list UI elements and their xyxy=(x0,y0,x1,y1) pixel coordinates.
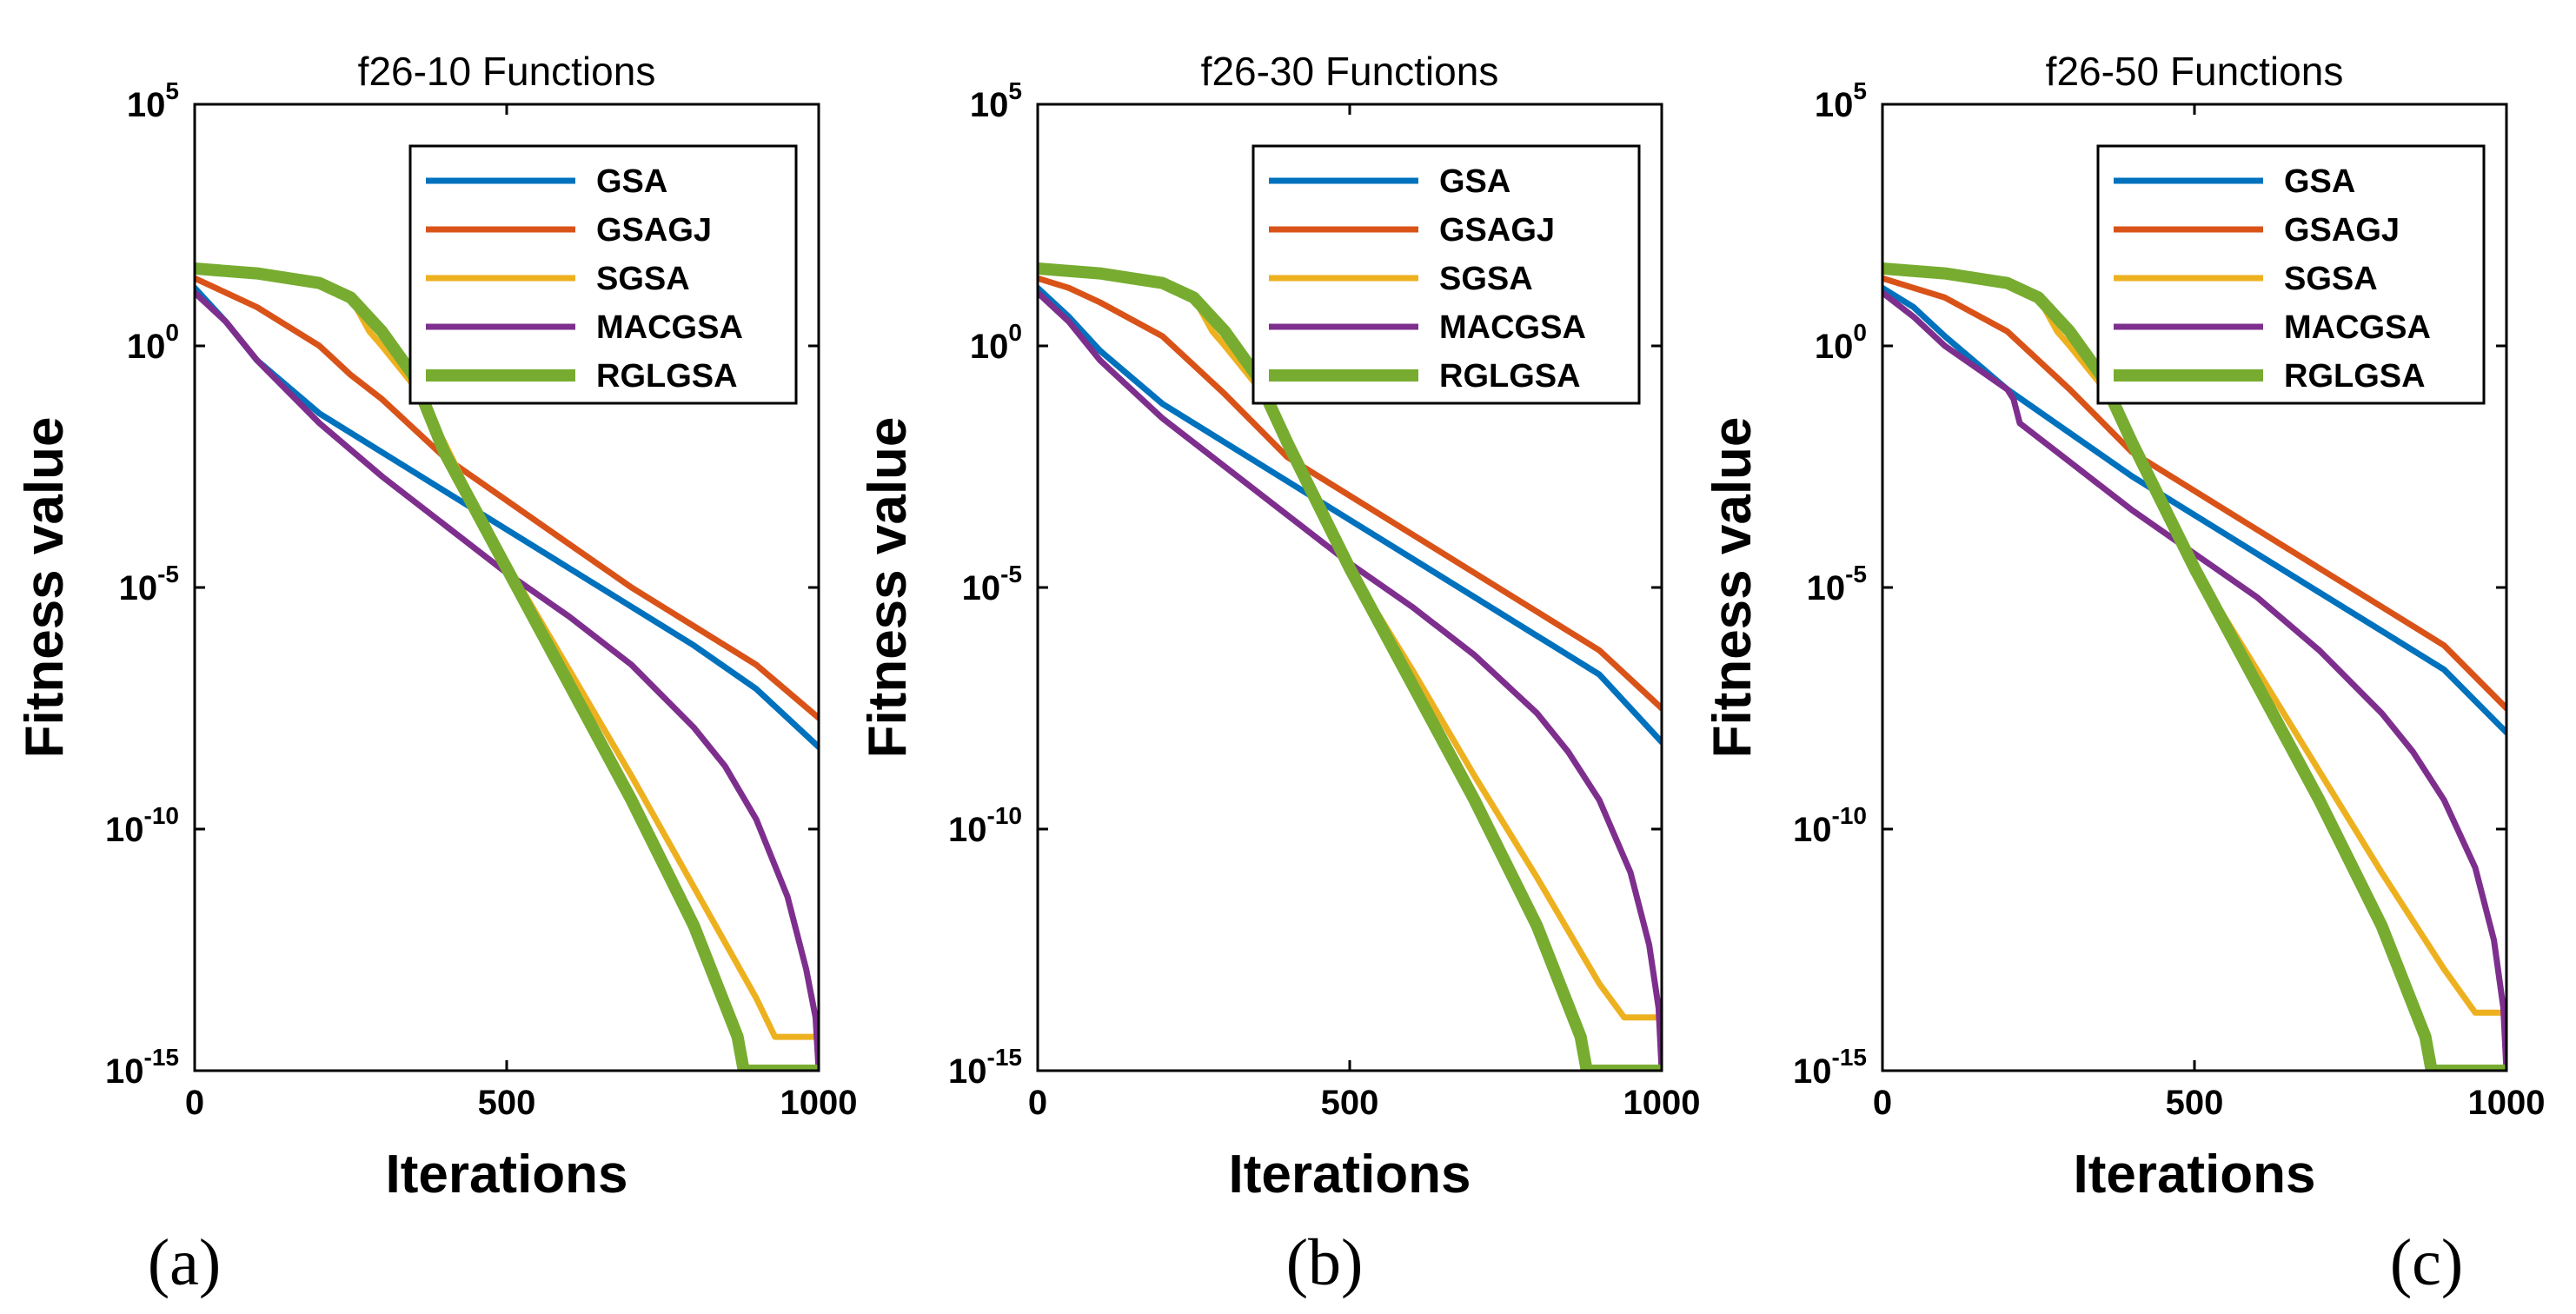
legend-label: GSA xyxy=(596,163,667,200)
legend-label: GSAGJ xyxy=(596,212,712,249)
legend-label: GSA xyxy=(1439,163,1510,200)
legend-box xyxy=(2096,144,2486,405)
series-line-macgsa xyxy=(1038,289,1662,1071)
y-tick-label: 10-10 xyxy=(948,802,1022,849)
x-axis-label: Iterations xyxy=(1228,1145,1471,1204)
x-tick-label: 1000 xyxy=(780,1084,858,1122)
series-line-gsagj xyxy=(1038,275,1662,712)
chart-panel-2: f26-30 Functions 0 500 1000 105 100 10-5 10-10 1… xyxy=(858,49,1700,1299)
chart-title: f26-50 Functions xyxy=(2046,49,2344,94)
legend-label: GSAGJ xyxy=(1439,212,1555,249)
y-tick-label: 10-15 xyxy=(105,1044,179,1091)
x-tick-label: 500 xyxy=(1321,1084,1379,1122)
series-line-rglgsa xyxy=(1882,262,2506,1071)
subfigure-label: (a) xyxy=(148,1226,221,1299)
legend-label: RGLGSA xyxy=(596,358,738,395)
x-tick-label: 500 xyxy=(2166,1084,2224,1122)
y-tick-label: 105 xyxy=(970,77,1022,124)
x-tick-label: 0 xyxy=(1028,1084,1047,1122)
series-group xyxy=(1882,262,2506,1071)
y-tick-label: 10-10 xyxy=(105,802,179,849)
legend-label: RGLGSA xyxy=(2284,358,2426,395)
x-tick-label: 1000 xyxy=(1623,1084,1701,1122)
chart-panel-1: f26-10 Functions 0 500 1000 105 100 10-5 10-10 1… xyxy=(15,49,857,1299)
legend: GSA GSAGJ SGSA MACGSA RGLGSA xyxy=(2096,144,2486,405)
y-tick-label: 10-15 xyxy=(948,1044,1022,1091)
subfigure-label: (b) xyxy=(1286,1226,1364,1299)
legend-box xyxy=(408,144,798,405)
subfigure-label: (c) xyxy=(2390,1226,2463,1299)
x-tick-label: 0 xyxy=(185,1084,204,1122)
y-tick-label: 100 xyxy=(1815,319,1867,366)
x-axis-label: Iterations xyxy=(385,1145,627,1204)
series-line-macgsa xyxy=(195,289,819,1071)
x-tick-label: 500 xyxy=(478,1084,536,1122)
legend-label: GSAGJ xyxy=(2284,212,2400,249)
legend-label: SGSA xyxy=(2284,261,2378,297)
y-tick-label: 105 xyxy=(1815,77,1867,124)
legend-label: SGSA xyxy=(596,261,690,297)
y-tick-label: 105 xyxy=(127,77,179,124)
x-tick-label: 1000 xyxy=(2468,1084,2546,1122)
y-axis-label: Fitness value xyxy=(15,417,75,759)
legend-label: MACGSA xyxy=(2284,309,2431,346)
y-tick-label: 10-15 xyxy=(1793,1044,1867,1091)
y-tick-label: 100 xyxy=(127,319,179,366)
legend-label: MACGSA xyxy=(596,309,743,346)
chart-title: f26-30 Functions xyxy=(1201,49,1499,94)
legend-label: GSA xyxy=(2284,163,2355,200)
y-tick-label: 100 xyxy=(970,319,1022,366)
series-line-rglgsa xyxy=(1038,262,1662,1071)
series-line-rglgsa xyxy=(195,262,819,1071)
series-line-macgsa xyxy=(1882,289,2506,1071)
y-axis-label: Fitness value xyxy=(858,417,918,759)
x-tick-label: 0 xyxy=(1873,1084,1892,1122)
legend-box xyxy=(1251,144,1641,405)
series-group xyxy=(195,262,819,1071)
y-axis-label: Fitness value xyxy=(1703,417,1763,759)
legend: GSA GSAGJ SGSA MACGSA RGLGSA xyxy=(408,144,798,405)
legend: GSA GSAGJ SGSA MACGSA RGLGSA xyxy=(1251,144,1641,405)
y-tick-label: 10-5 xyxy=(1807,561,1867,607)
chart-panel-3: f26-50 Functions 0 500 1000 105 100 10-5 10-10 1… xyxy=(1703,49,2545,1299)
y-tick-label: 10-5 xyxy=(119,561,179,607)
legend-label: SGSA xyxy=(1439,261,1533,297)
series-group xyxy=(1038,262,1662,1071)
x-axis-label: Iterations xyxy=(2073,1145,2315,1204)
legend-label: MACGSA xyxy=(1439,309,1586,346)
legend-label: RGLGSA xyxy=(1439,358,1581,395)
y-tick-label: 10-5 xyxy=(962,561,1022,607)
y-tick-label: 10-10 xyxy=(1793,802,1867,849)
chart-title: f26-10 Functions xyxy=(358,49,656,94)
